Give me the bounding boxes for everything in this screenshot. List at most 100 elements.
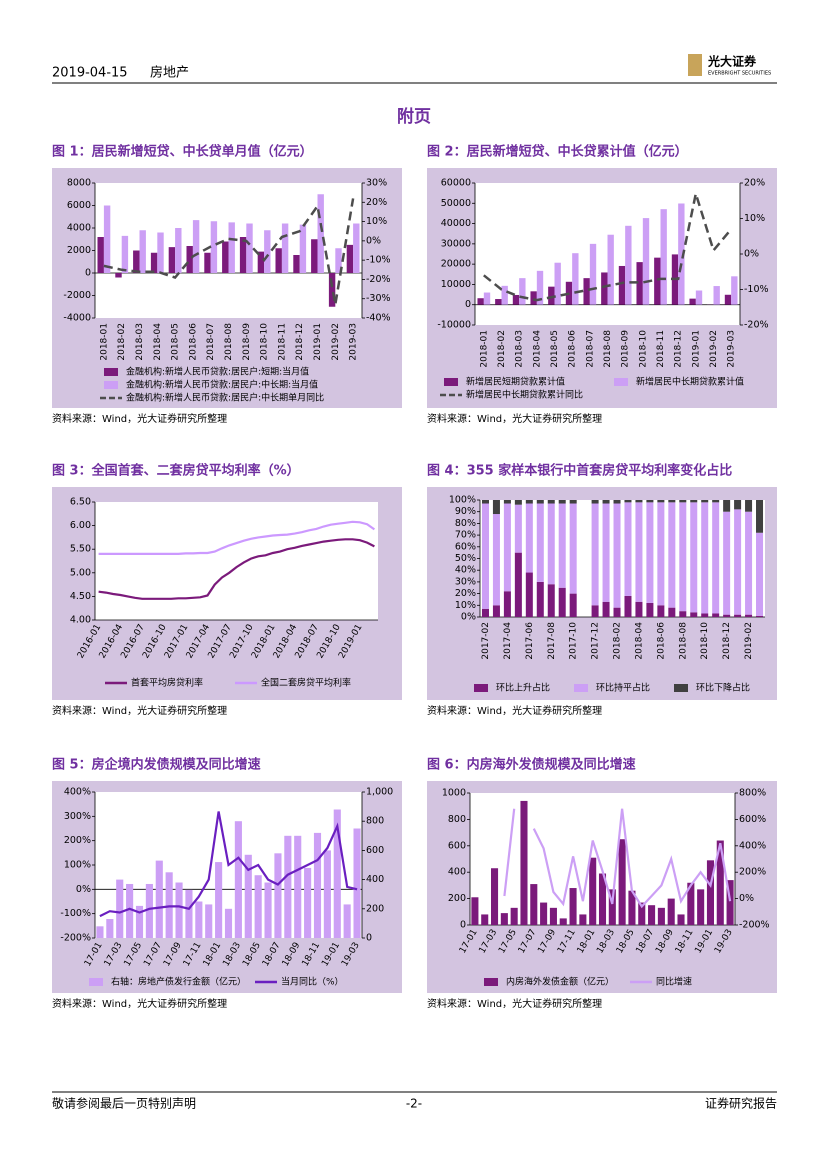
x-tick-label: 2018-02: [613, 622, 623, 660]
line-series: [483, 188, 733, 302]
y2-tick-label: 0: [366, 933, 372, 944]
page-title: 附页: [397, 106, 431, 127]
source-note: 资料来源：Wind，光大证券研究所整理: [52, 412, 227, 425]
bar: [234, 821, 242, 938]
bar: [323, 850, 331, 938]
legend-label: 金融机构:新增人民币贷款:居民户:中长期单月同比: [126, 392, 324, 404]
y-tick-label: 200%: [64, 835, 91, 846]
y2-tick-label: 200%: [739, 867, 766, 878]
bar-segment: [602, 601, 610, 617]
x-tick-label: 2018-11: [656, 330, 666, 368]
bar: [168, 247, 176, 273]
y2-tick-label: -20%: [744, 320, 769, 331]
bar: [501, 285, 508, 305]
bar-segment: [701, 613, 709, 617]
bar-segment: [723, 614, 731, 617]
y2-tick-label: 0%: [739, 893, 754, 904]
y-tick-label: 20%: [455, 588, 476, 599]
bar-segment: [756, 615, 764, 617]
y2-tick-label: -10%: [744, 284, 769, 295]
header-section: 房地产: [150, 65, 189, 81]
y-tick-label: 1000: [442, 788, 466, 799]
bar: [192, 220, 200, 273]
x-tick-label: 2017-04: [503, 622, 513, 660]
bar-segment: [690, 502, 698, 613]
bar-segment: [547, 500, 555, 504]
bar: [601, 272, 608, 305]
bar: [353, 223, 360, 273]
bar-segment: [525, 572, 533, 617]
bar-segment: [514, 552, 522, 617]
bar: [579, 914, 587, 925]
bar-segment: [547, 503, 555, 585]
logo-cn: 光大证券: [707, 54, 757, 69]
x-tick-label: 2018-04: [634, 622, 644, 660]
y-tick-label: -200%: [60, 933, 91, 944]
x-tick-label: 2018-07: [585, 330, 595, 368]
x-tick-label: 2018-02: [497, 330, 507, 368]
x-tick-label: 2018-10: [638, 330, 648, 368]
x-tick-label: 2018-05: [171, 323, 181, 361]
x-tick-label: 2018-04: [532, 330, 542, 368]
bar: [103, 205, 111, 273]
source-note: 资料来源：Wind，光大证券研究所整理: [52, 997, 227, 1010]
y2-tick-label: 20%: [744, 178, 765, 189]
y-tick-label: 100%: [64, 860, 91, 871]
bar-segment: [624, 595, 632, 617]
bar: [126, 883, 134, 938]
x-tick-label: 2018-05: [550, 330, 560, 368]
bar-segment: [646, 500, 654, 503]
bar-segment: [602, 503, 610, 602]
y-tick-label: 400%: [64, 787, 91, 798]
bar: [589, 243, 597, 305]
x-tick-label: 2018-03: [515, 330, 525, 368]
y2-tick-label: 600: [366, 845, 384, 856]
bar: [689, 298, 696, 305]
y-tick-label: 400: [448, 867, 466, 878]
bar: [335, 248, 342, 273]
y2-tick-label: 0%: [366, 235, 381, 246]
y-tick-label: 40000: [441, 218, 471, 229]
bar-segment: [679, 500, 687, 503]
x-tick-label: 2018-01: [99, 323, 109, 361]
source-note: 资料来源：Wind，光大证券研究所整理: [427, 704, 602, 717]
bar-segment: [745, 511, 753, 615]
bar: [642, 218, 650, 305]
legend-label: 金融机构:新增人民币贷款:居民户:短期:当月值: [126, 366, 309, 378]
x-tick-label: 2018-04: [153, 323, 163, 361]
y-tick-label: 50000: [441, 198, 471, 209]
x-tick-label: 2019-02: [331, 323, 341, 361]
logo-en: EVERBRIGHT SECURITIES: [708, 71, 771, 77]
bar: [246, 223, 253, 273]
bar: [274, 853, 282, 938]
bar: [185, 889, 193, 938]
bar: [275, 248, 282, 273]
bar-segment: [635, 502, 643, 602]
bar-segment: [591, 500, 599, 504]
bar-segment: [569, 593, 577, 617]
y-tick-label: 4.00: [70, 615, 91, 626]
bar: [660, 209, 667, 305]
y-tick-label: 6.50: [70, 497, 91, 508]
bar: [648, 905, 656, 925]
bar-segment: [734, 614, 742, 617]
bar: [495, 299, 502, 305]
legend-swatch: [444, 378, 458, 386]
bar: [618, 839, 626, 925]
y-tick-label: 200: [448, 893, 466, 904]
legend-label: 环比上升占比: [496, 682, 550, 694]
bar-segment: [712, 613, 720, 617]
bar: [548, 286, 555, 305]
bar: [222, 241, 229, 273]
bar: [257, 251, 265, 273]
y-tick-label: 600: [448, 840, 466, 851]
bar-segment: [536, 503, 544, 582]
bar: [713, 286, 720, 305]
bar: [598, 873, 607, 925]
bar: [628, 890, 636, 925]
x-tick-label: 2018-10: [260, 323, 270, 361]
bar-segment: [701, 500, 709, 503]
legend-label: 新增居民短期贷款累计值: [466, 376, 565, 388]
legend-swatch: [89, 978, 103, 986]
legend-label: 环比下降占比: [696, 682, 750, 694]
